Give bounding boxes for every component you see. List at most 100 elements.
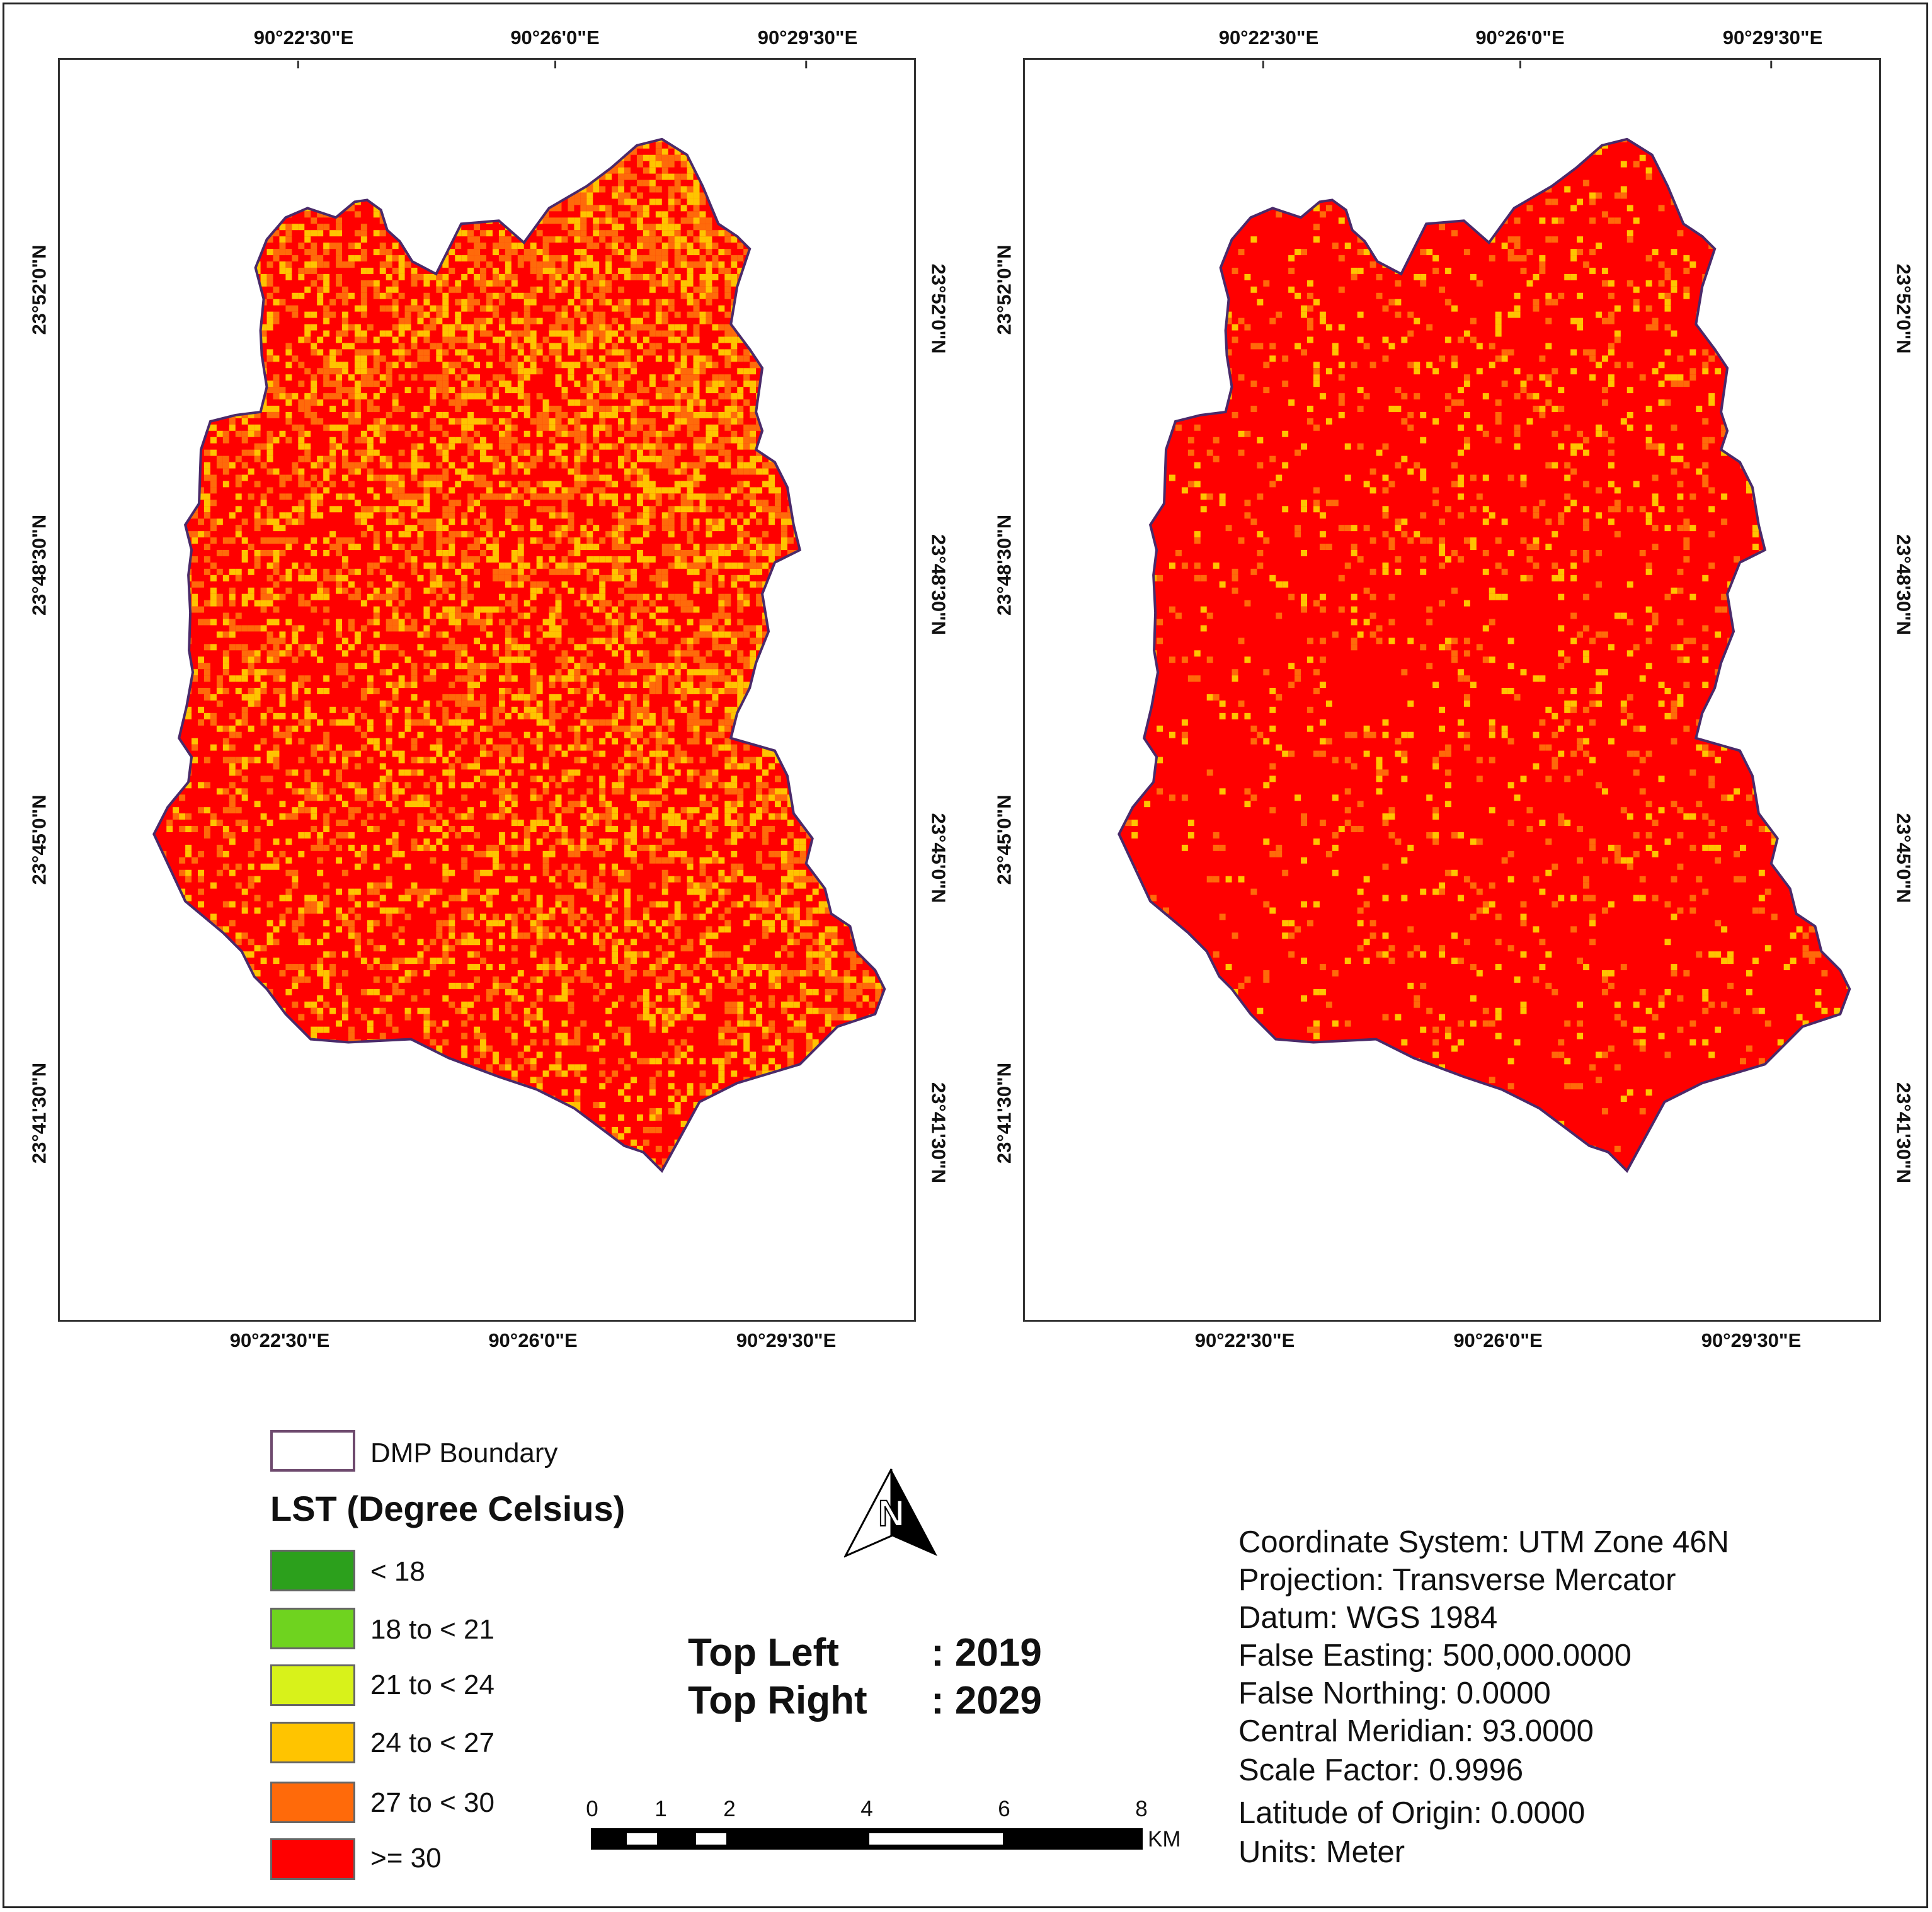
lst-pixel: [536, 148, 543, 155]
lst-pixel: [386, 211, 392, 218]
lst-pixel: [379, 424, 386, 431]
lst-pixel: [511, 424, 518, 431]
lst-pixel: [273, 381, 280, 387]
lst-pixel: [203, 318, 210, 324]
lst-pixel: [661, 518, 668, 525]
lst-pixel: [831, 638, 838, 644]
lst-pixel: [799, 292, 806, 299]
lst-pixel: [674, 644, 681, 651]
lst-pixel: [649, 449, 656, 456]
lst-pixel: [718, 130, 724, 136]
lst-pixel: [806, 273, 813, 280]
lst-pixel: [467, 387, 474, 394]
lst-pixel: [737, 355, 744, 362]
lst-pixel: [536, 537, 543, 544]
lst-pixel: [185, 481, 192, 488]
lst-pixel: [655, 343, 662, 350]
lst-pixel: [780, 537, 787, 544]
lst-pixel: [498, 139, 505, 142]
lst-pixel: [568, 123, 574, 130]
lst-pixel: [881, 180, 885, 186]
lst-pixel: [210, 518, 217, 525]
lst-pixel: [724, 493, 731, 500]
lst-pixel: [373, 656, 380, 663]
lst-pixel: [699, 243, 706, 249]
lst-pixel: [599, 587, 606, 594]
lst-pixel: [467, 249, 474, 256]
lst-pixel: [430, 211, 437, 218]
lst-pixel: [869, 130, 875, 136]
lst-map-2019[interactable]: [58, 58, 916, 1322]
lst-pixel: [392, 198, 399, 205]
lst-pixel: [687, 161, 694, 168]
lst-pixel: [799, 368, 806, 375]
lst-pixel: [323, 318, 330, 324]
lst-pixel: [154, 273, 161, 280]
lst-pixel: [875, 130, 881, 136]
lst-pixel: [787, 568, 794, 575]
lst-pixel: [706, 455, 712, 462]
lst-pixel: [680, 381, 687, 387]
lst-pixel: [831, 575, 838, 581]
lst-pixel: [260, 549, 267, 556]
lst-pixel: [774, 267, 781, 274]
lst-pixel: [612, 405, 619, 412]
lst-pixel: [593, 205, 600, 212]
lst-pixel: [523, 631, 530, 638]
lst-pixel: [806, 562, 813, 569]
lst-pixel: [693, 493, 700, 500]
lst-pixel: [869, 243, 876, 249]
lst-pixel: [436, 537, 443, 544]
lst-pixel: [392, 280, 399, 287]
lst-pixel: [630, 336, 637, 343]
lst-pixel: [404, 261, 411, 268]
lst-pixel: [743, 368, 750, 375]
lst-pixel: [881, 430, 885, 437]
lst-pixel: [323, 362, 330, 369]
lst-pixel: [687, 349, 694, 356]
lst-pixel: [492, 374, 499, 381]
lst-pixel: [630, 330, 637, 337]
lst-pixel: [311, 487, 317, 494]
lst-pixel: [718, 211, 725, 218]
lst-pixel: [831, 411, 838, 418]
lst-pixel: [661, 230, 668, 237]
lst-pixel: [323, 330, 330, 337]
lst-pixel: [430, 243, 437, 249]
lst-pixel: [706, 663, 712, 670]
lst-pixel: [618, 211, 625, 218]
lst-pixel: [254, 512, 261, 519]
lst-pixel: [799, 324, 806, 331]
lst-pixel: [480, 267, 487, 274]
lst-pixel: [756, 186, 763, 193]
lst-pixel: [655, 500, 662, 507]
lst-pixel: [336, 261, 343, 268]
lst-pixel: [693, 418, 700, 425]
lst-pixel: [455, 437, 462, 444]
lst-pixel: [530, 368, 537, 375]
lst-pixel: [317, 656, 324, 663]
lst-pixel: [875, 318, 882, 324]
lst-pixel: [618, 349, 625, 356]
lst-pixel: [680, 525, 687, 532]
lst-pixel: [555, 405, 562, 412]
lst-pixel: [517, 537, 524, 544]
lst-pixel: [618, 537, 625, 544]
lst-pixel: [486, 318, 493, 324]
lst-pixel: [474, 430, 481, 437]
lst-pixel: [279, 549, 286, 556]
lst-pixel: [298, 405, 305, 412]
lst-pixel: [411, 455, 418, 462]
lst-pixel: [612, 230, 619, 237]
lst-pixel: [423, 161, 430, 168]
lst-pixel: [837, 575, 844, 581]
lst-pixel: [348, 625, 355, 632]
lst-pixel: [875, 243, 882, 249]
lst-pixel: [799, 474, 806, 481]
lst-pixel: [411, 474, 418, 481]
lst-pixel: [780, 405, 787, 412]
lst-pixel: [850, 217, 857, 224]
lst-pixel: [455, 644, 462, 651]
lst-pixel: [831, 280, 838, 287]
lst-pixel: [498, 405, 505, 412]
